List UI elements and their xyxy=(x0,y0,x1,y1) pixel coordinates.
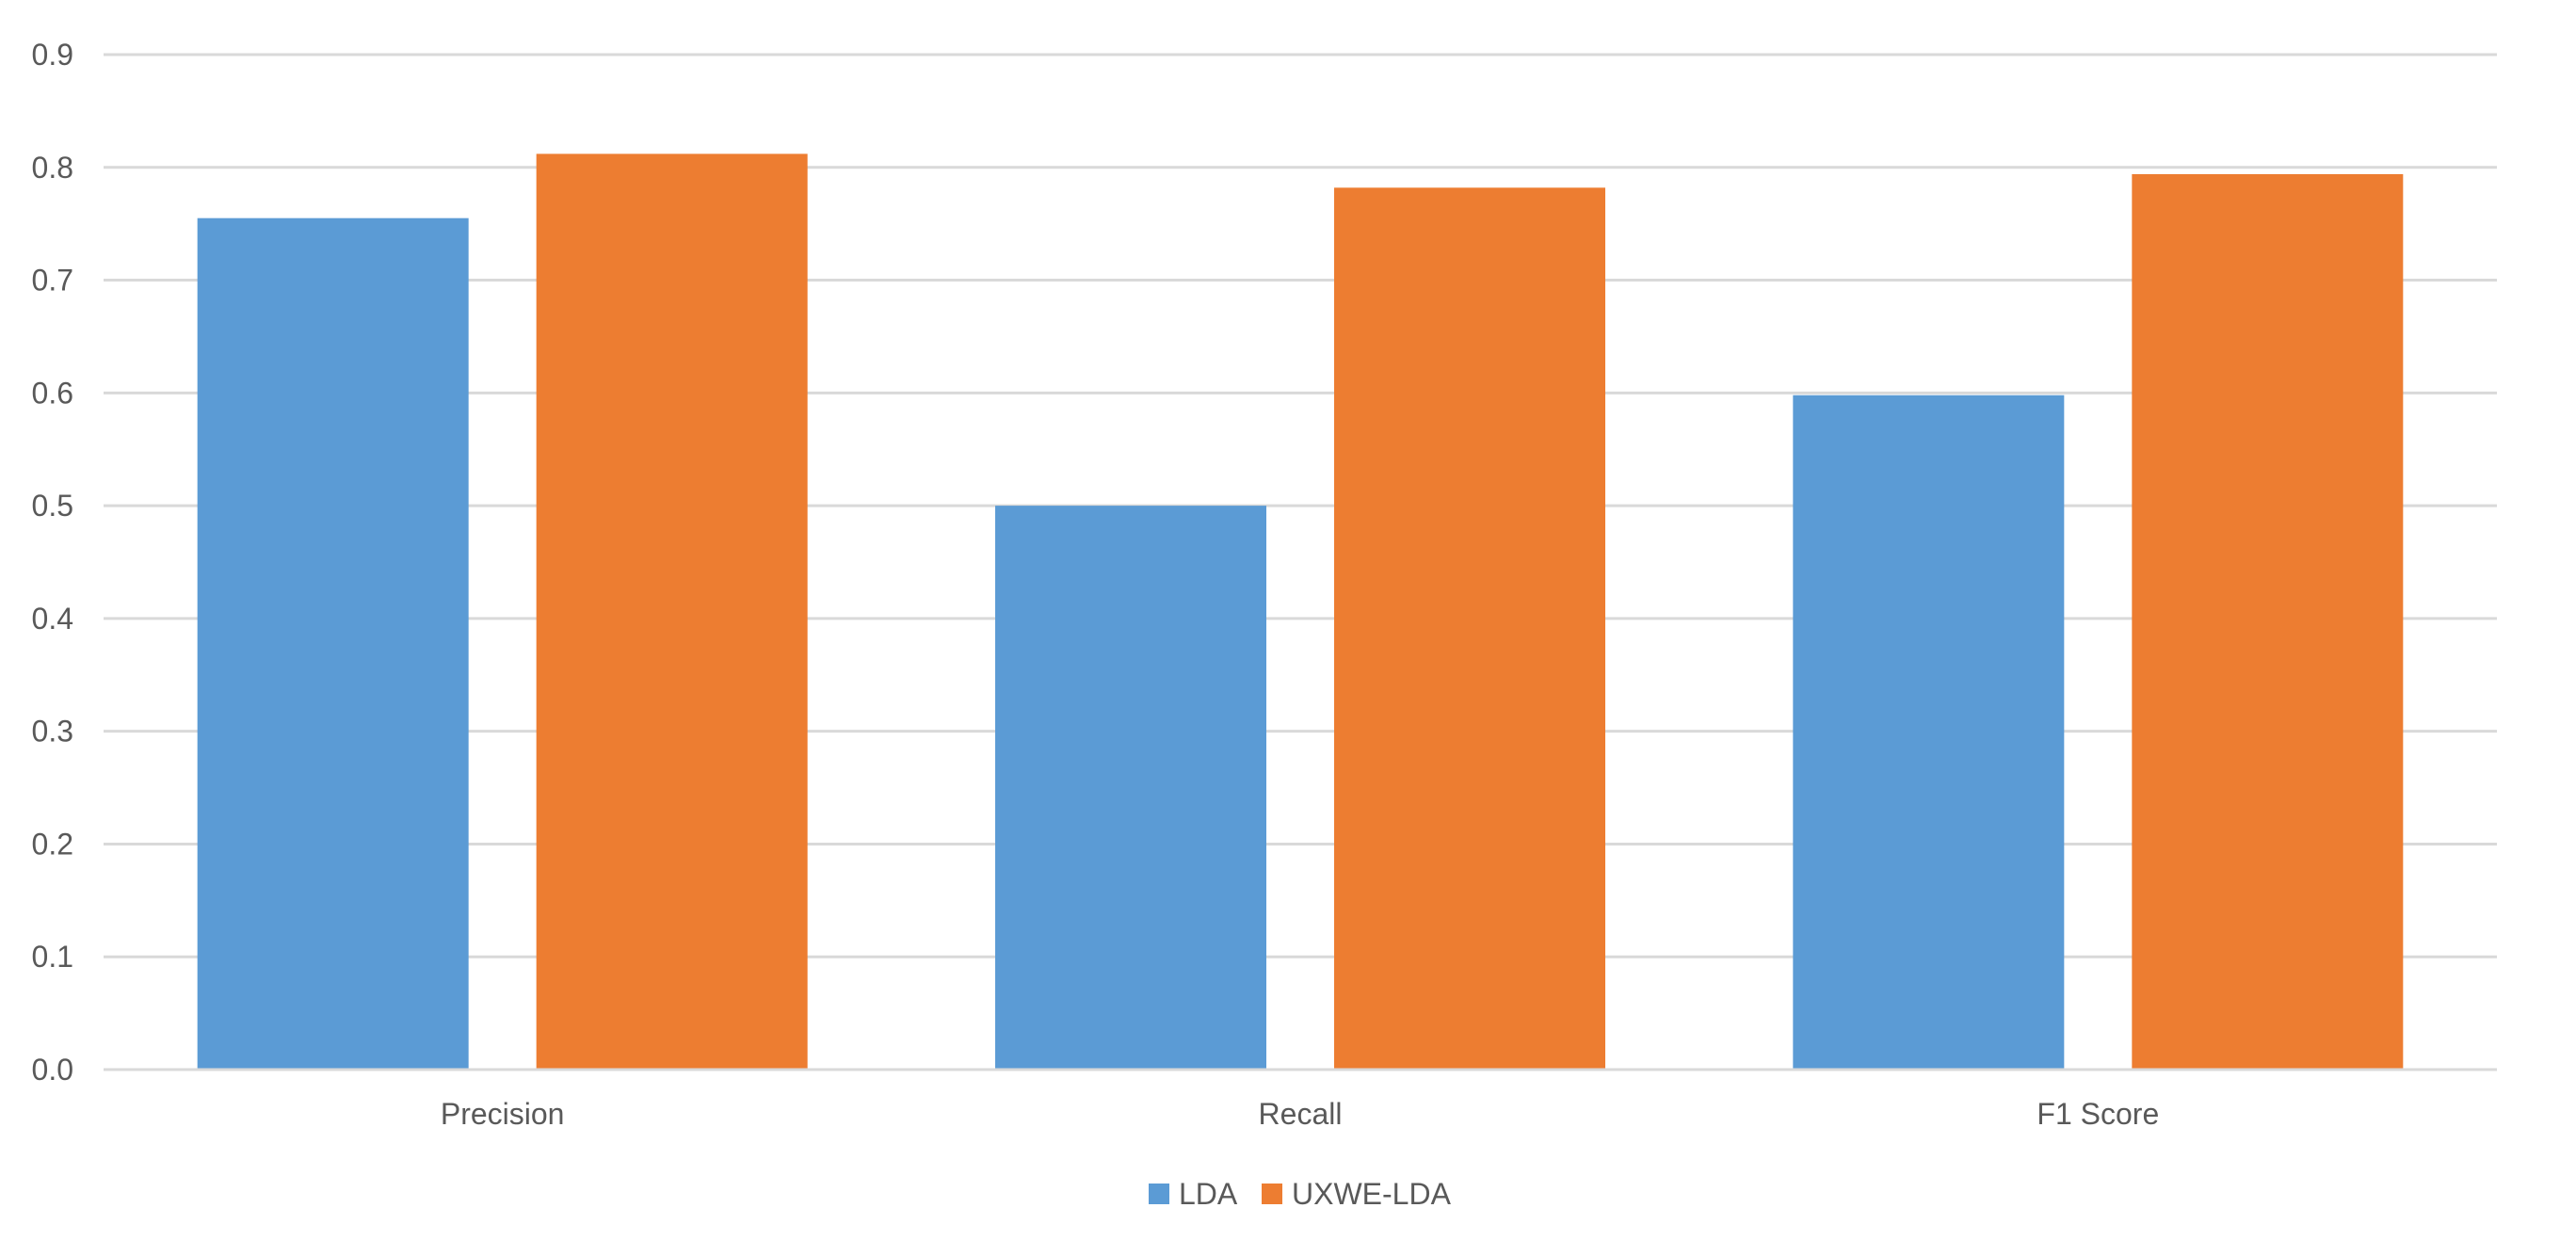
legend-item-uxwe-lda: UXWE-LDA xyxy=(1262,1177,1452,1211)
bar-lda-precision xyxy=(197,217,469,1070)
y-tick-label: 0.6 xyxy=(32,376,73,410)
x-tick-label-recall: Recall xyxy=(1259,1097,1343,1131)
y-tick-label: 0.3 xyxy=(32,715,73,749)
gridlines xyxy=(104,53,2497,958)
bar-uxwe-lda-f1-score xyxy=(2132,173,2404,1070)
y-tick-label: 0.2 xyxy=(32,827,73,861)
legend-label: UXWE-LDA xyxy=(1292,1177,1452,1211)
bar-uxwe-lda-precision xyxy=(536,153,808,1071)
y-tick-label: 0.8 xyxy=(32,151,73,185)
y-tick-label: 0.5 xyxy=(32,489,73,523)
legend-swatch xyxy=(1262,1184,1282,1204)
x-tick-label-f1-score: F1 Score xyxy=(2037,1097,2159,1131)
y-tick-label: 0.4 xyxy=(32,602,73,636)
y-tick-label: 0.9 xyxy=(32,38,73,72)
legend-item-lda: LDA xyxy=(1149,1177,1238,1211)
y-tick-label: 0.7 xyxy=(32,264,73,298)
legend-label: LDA xyxy=(1179,1177,1238,1211)
x-tick-label-precision: Precision xyxy=(441,1097,565,1131)
bar-lda-f1-score xyxy=(1793,395,2065,1070)
legend-swatch xyxy=(1149,1184,1169,1204)
x-axis-labels: Precision Recall F1 Score xyxy=(441,1097,2159,1131)
bar-uxwe-lda-recall xyxy=(1334,187,1605,1071)
bars xyxy=(197,153,2404,1071)
y-tick-label: 0.1 xyxy=(32,940,73,974)
y-tick-label: 0.0 xyxy=(32,1053,73,1087)
legend: LDA UXWE-LDA xyxy=(1149,1177,1452,1211)
y-axis-ticks: 0.0 0.1 0.2 0.3 0.4 0.5 0.6 0.7 0.8 0.9 xyxy=(32,38,73,1087)
bar-lda-recall xyxy=(995,506,1266,1070)
